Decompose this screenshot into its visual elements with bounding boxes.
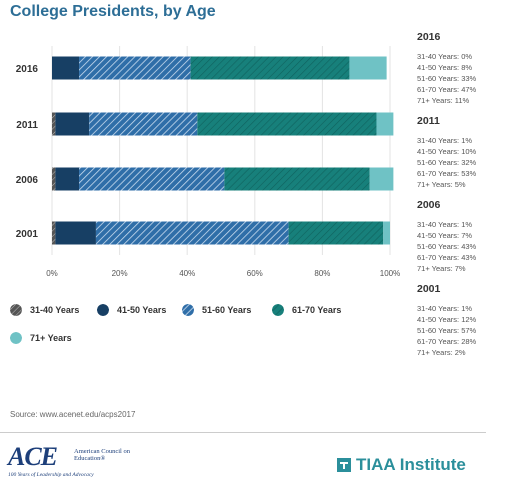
values-block-2016: 2016 31-40 Years: 0% 41-50 Years: 8% 51-… bbox=[417, 31, 513, 106]
legend-label: 51-60 Years bbox=[202, 305, 252, 315]
bar-2006-71-years bbox=[369, 167, 394, 191]
tiaa-institute-logo: TIAA Institute bbox=[337, 455, 466, 475]
bar-2001-61-70-years bbox=[288, 221, 384, 245]
y-category-label: 2001 bbox=[16, 229, 39, 240]
values-block-2001: 2001 31-40 Years: 1% 41-50 Years: 12% 51… bbox=[417, 283, 513, 358]
values-year: 2016 bbox=[417, 31, 441, 43]
bar-2011-31-40-years bbox=[52, 112, 56, 136]
tiaa-institute-text: TIAA Institute bbox=[356, 455, 466, 474]
x-tick-label: 80% bbox=[314, 269, 330, 278]
values-line: 31-40 Years: 1% bbox=[417, 136, 473, 145]
values-year: 2001 bbox=[417, 283, 441, 295]
legend-label: 31-40 Years bbox=[30, 305, 80, 315]
legend-item-31-40: 31-40 Years bbox=[10, 304, 79, 316]
bar-2016-61-70-years bbox=[190, 56, 350, 80]
bar-2011-51-60-years bbox=[89, 112, 198, 136]
values-line: 71+ Years: 11% bbox=[417, 96, 470, 105]
values-line: 61-70 Years: 43% bbox=[417, 253, 477, 262]
ace-logo: ACE American Council on Education® 100 Y… bbox=[8, 442, 148, 482]
values-block-2006: 2006 31-40 Years: 1% 41-50 Years: 7% 51-… bbox=[417, 199, 513, 274]
values-line: 71+ Years: 2% bbox=[417, 348, 466, 357]
values-line: 51-60 Years: 43% bbox=[417, 242, 477, 251]
legend-swatch-51-60 bbox=[182, 304, 194, 316]
values-year: 2011 bbox=[417, 115, 440, 127]
values-line: 41-50 Years: 10% bbox=[417, 147, 477, 156]
values-line: 41-50 Years: 12% bbox=[417, 315, 477, 324]
bar-2001-51-60-years bbox=[95, 221, 289, 245]
values-line: 61-70 Years: 47% bbox=[417, 85, 477, 94]
values-line: 31-40 Years: 1% bbox=[417, 220, 473, 229]
values-line: 61-70 Years: 28% bbox=[417, 337, 477, 346]
x-tick-label: 100% bbox=[380, 269, 400, 278]
legend-item-61-70: 61-70 Years bbox=[272, 304, 341, 316]
bar-2006-41-50-years bbox=[55, 167, 80, 191]
y-category-label: 2006 bbox=[16, 175, 39, 186]
legend-label: 71+ Years bbox=[30, 333, 72, 343]
values-block-2011: 2011 31-40 Years: 1% 41-50 Years: 10% 51… bbox=[417, 115, 513, 190]
ace-logo-mark: ACE bbox=[8, 442, 58, 471]
ace-logo-tagline: 100 Years of Leadership and Advocacy bbox=[8, 472, 94, 478]
values-line: 31-40 Years: 0% bbox=[417, 52, 473, 61]
values-line: 51-60 Years: 32% bbox=[417, 158, 477, 167]
legend-label: 41-50 Years bbox=[117, 305, 167, 315]
y-category-label: 2016 bbox=[16, 64, 39, 75]
bar-2016-51-60-years bbox=[79, 56, 191, 80]
x-tick-label: 40% bbox=[179, 269, 195, 278]
source-note: Source: www.acenet.edu/acps2017 bbox=[10, 410, 136, 419]
values-line: 31-40 Years: 1% bbox=[417, 304, 473, 313]
x-tick-label: 60% bbox=[247, 269, 263, 278]
bar-2006-51-60-years bbox=[79, 167, 225, 191]
legend-swatch-41-50 bbox=[97, 304, 109, 316]
values-line: 71+ Years: 7% bbox=[417, 264, 466, 273]
bar-2011-61-70-years bbox=[197, 112, 377, 136]
footer-divider bbox=[0, 432, 486, 433]
values-line: 51-60 Years: 57% bbox=[417, 326, 477, 335]
stacked-bar-chart: 0% 20% 40% 60% 80% 100% 2016 2011 2006 2001 bbox=[16, 46, 400, 278]
bar-2001-41-50-years bbox=[55, 221, 96, 245]
legend-item-41-50: 41-50 Years bbox=[97, 304, 166, 316]
values-line: 71+ Years: 5% bbox=[417, 180, 466, 189]
x-tick-label: 0% bbox=[46, 269, 58, 278]
bar-2016-71-years bbox=[349, 56, 387, 80]
x-tick-label: 20% bbox=[112, 269, 128, 278]
values-line: 41-50 Years: 7% bbox=[417, 231, 473, 240]
legend-item-71-plus: 71+ Years bbox=[10, 332, 72, 344]
values-year: 2006 bbox=[417, 199, 441, 211]
values-line: 41-50 Years: 8% bbox=[417, 63, 473, 72]
bar-2011-41-50-years bbox=[55, 112, 90, 136]
bar-2016-41-50-years bbox=[52, 56, 80, 80]
chart-title: College Presidents, by Age bbox=[10, 3, 216, 20]
legend-swatch-61-70 bbox=[272, 304, 284, 316]
bar-2011-71-years bbox=[376, 112, 394, 136]
bar-2001-31-40-years bbox=[52, 221, 56, 245]
values-line: 61-70 Years: 53% bbox=[417, 169, 477, 178]
y-category-label: 2011 bbox=[16, 120, 38, 131]
bar-2001-71-years bbox=[383, 221, 390, 245]
ace-logo-name: American Council on Education® bbox=[74, 448, 130, 462]
bar-2006-31-40-years bbox=[52, 167, 56, 191]
values-line: 51-60 Years: 33% bbox=[417, 74, 477, 83]
values-panel: 2016 31-40 Years: 0% 41-50 Years: 8% 51-… bbox=[417, 31, 513, 367]
legend-item-51-60: 51-60 Years bbox=[182, 304, 251, 316]
bar-2006-61-70-years bbox=[224, 167, 370, 191]
legend-swatch-71-plus bbox=[10, 332, 22, 344]
tiaa-square-icon bbox=[337, 458, 351, 472]
legend-label: 61-70 Years bbox=[292, 305, 342, 315]
legend-swatch-31-40 bbox=[10, 304, 22, 316]
